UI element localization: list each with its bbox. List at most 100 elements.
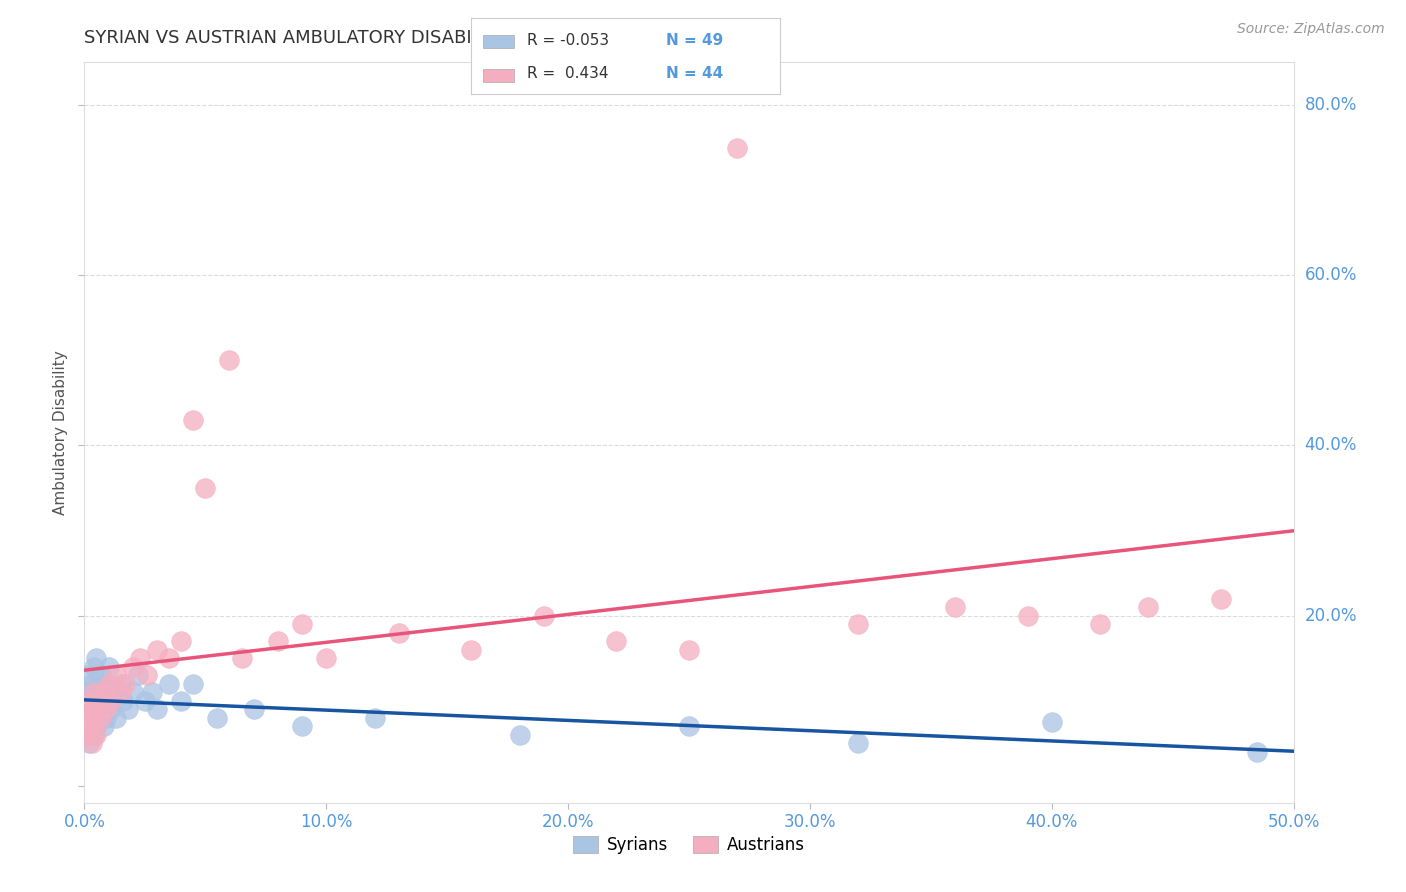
Point [77,694,100,708]
Point [104,668,127,682]
Text: R = -0.053: R = -0.053 [527,33,609,48]
Point [231,651,253,665]
Point [678,642,700,657]
Point [207,711,229,725]
Text: 40.0%: 40.0% [1305,436,1357,454]
Point [90,702,112,716]
Point [388,625,411,640]
Point [93,685,115,699]
Point [83,685,105,699]
Point [678,719,700,733]
Point [76,728,98,742]
Point [76,728,98,742]
Point [103,685,125,699]
Text: N = 44: N = 44 [666,66,723,81]
Point [170,634,193,648]
Point [112,694,135,708]
Point [83,659,105,673]
Point [110,685,132,699]
Point [1137,600,1160,615]
Point [90,668,112,682]
Point [134,694,156,708]
Point [93,719,115,733]
Point [291,719,314,733]
Point [218,353,240,368]
Legend: Syrians, Austrians: Syrians, Austrians [567,830,811,861]
Point [83,719,105,733]
Text: Source: ZipAtlas.com: Source: ZipAtlas.com [1237,22,1385,37]
Point [846,736,869,750]
Point [100,702,122,716]
Text: 80.0%: 80.0% [1305,96,1357,114]
Point [87,676,110,690]
Text: 20.0%: 20.0% [1305,607,1357,624]
Point [725,140,748,154]
Point [363,711,385,725]
Point [110,676,132,690]
Point [1040,714,1063,729]
Text: 60.0%: 60.0% [1305,266,1357,285]
Point [80,702,103,716]
Point [1246,745,1268,759]
Point [533,608,555,623]
Point [121,685,143,699]
Point [267,634,290,648]
Text: N = 49: N = 49 [666,33,723,48]
Point [94,711,117,725]
Point [170,694,193,708]
Point [315,651,337,665]
Point [291,617,314,632]
Point [77,668,100,682]
FancyBboxPatch shape [484,69,515,82]
Point [76,685,98,699]
Point [83,728,105,742]
Point [93,685,115,699]
Point [86,719,108,733]
Point [80,736,103,750]
Point [80,719,103,733]
Point [146,702,169,716]
Point [194,481,217,495]
Point [146,642,169,657]
Point [943,600,966,615]
Point [94,702,117,716]
Point [242,702,264,716]
Point [77,719,100,733]
Point [181,676,204,690]
Point [97,659,120,673]
Point [121,659,143,673]
Point [86,685,108,699]
Point [76,702,98,716]
Point [80,711,103,725]
Point [104,711,127,725]
Point [87,694,110,708]
Point [1017,608,1039,623]
Point [80,676,103,690]
FancyBboxPatch shape [484,35,515,48]
Y-axis label: Ambulatory Disability: Ambulatory Disability [52,351,67,515]
Point [509,728,531,742]
Point [846,617,869,632]
Point [86,651,108,665]
Point [77,736,100,750]
Point [141,685,163,699]
Point [83,694,105,708]
Point [86,702,108,716]
Point [97,694,120,708]
Point [460,642,482,657]
Text: SYRIAN VS AUSTRIAN AMBULATORY DISABILITY CORRELATION CHART: SYRIAN VS AUSTRIAN AMBULATORY DISABILITY… [84,29,710,47]
Point [127,668,149,682]
Point [77,711,100,725]
Point [77,694,100,708]
Point [129,651,152,665]
Point [97,676,120,690]
Point [157,676,180,690]
Point [136,668,159,682]
Point [114,676,136,690]
Point [157,651,180,665]
Point [94,676,117,690]
Text: R =  0.434: R = 0.434 [527,66,609,81]
Point [100,694,122,708]
Point [90,711,112,725]
Point [1209,591,1232,606]
